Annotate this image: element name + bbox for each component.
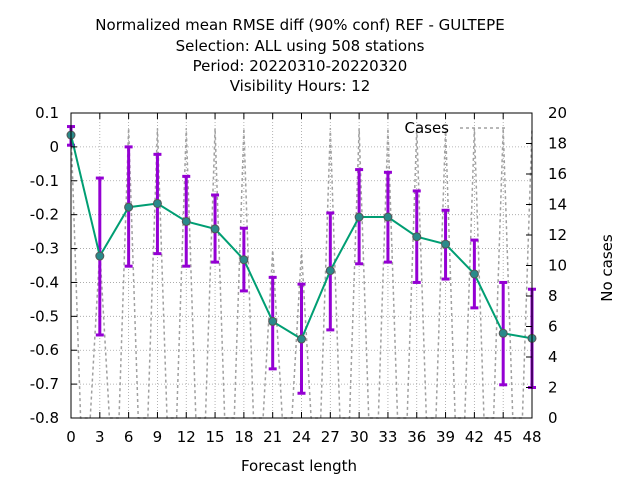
y-tick-label: -0.1 <box>30 172 59 190</box>
x-tick-label: 42 <box>465 428 484 446</box>
x-tick-labels: 0 3 6 9 12 15 18 21 24 27 30 33 36 39 42 45 48 <box>66 428 541 446</box>
x-tick-label: 33 <box>378 428 397 446</box>
data-point <box>181 216 191 226</box>
x-tick-label: 9 <box>153 428 163 446</box>
data-point <box>354 212 364 222</box>
data-point <box>210 224 220 234</box>
data-point <box>325 266 335 276</box>
legend-label: Cases <box>404 119 449 137</box>
axis-ticks <box>70 112 533 419</box>
y-tick-label: 0 <box>49 138 59 156</box>
x-tick-label: 3 <box>95 428 105 446</box>
y2-tick-label: 6 <box>548 318 558 336</box>
title-line-2: Selection: ALL using 508 stations <box>176 37 425 55</box>
y2-tick-label: 2 <box>548 379 558 397</box>
data-point <box>124 202 134 212</box>
y-tick-label: 0.1 <box>35 104 59 122</box>
y-tick-label: -0.5 <box>30 307 59 325</box>
cases-series <box>70 128 533 419</box>
x-tick-label: 21 <box>263 428 282 446</box>
y-tick-label: -0.2 <box>30 206 59 224</box>
y2-tick-label: 4 <box>548 348 558 366</box>
data-point <box>239 255 249 265</box>
data-point <box>268 316 278 326</box>
y2-tick-label: 14 <box>548 196 567 214</box>
data-point <box>498 328 508 338</box>
y2-tick-label: 18 <box>548 135 567 153</box>
x-tick-label: 18 <box>234 428 253 446</box>
title-line-4: Visibility Hours: 12 <box>230 77 371 95</box>
title-line-1: Normalized mean RMSE diff (90% conf) REF… <box>95 16 504 34</box>
y2-tick-labels: 0 2 4 6 8 10 12 14 16 18 20 <box>548 104 567 427</box>
y2-tick-label: 0 <box>548 409 558 427</box>
x-tick-label: 12 <box>177 428 196 446</box>
legend: Cases <box>404 119 505 137</box>
y2-tick-label: 16 <box>548 165 567 183</box>
grid <box>71 113 532 418</box>
y-tick-label: -0.3 <box>30 240 59 258</box>
data-point <box>152 198 162 208</box>
data-point <box>297 334 306 344</box>
x-tick-label: 45 <box>494 428 513 446</box>
x-tick-label: 6 <box>124 428 134 446</box>
x-tick-label: 30 <box>350 428 369 446</box>
y-tick-label: -0.7 <box>30 375 59 393</box>
y-tick-label: -0.4 <box>30 273 59 291</box>
y2-axis-label: No cases <box>598 234 616 302</box>
x-tick-label: 24 <box>292 428 311 446</box>
x-tick-label: 48 <box>522 428 541 446</box>
data-point <box>383 212 393 222</box>
x-axis-label: Forecast length <box>241 457 357 475</box>
main-series <box>66 125 537 395</box>
x-tick-label: 27 <box>321 428 340 446</box>
data-point <box>441 239 451 249</box>
y-tick-label: -0.8 <box>30 409 59 427</box>
x-tick-label: 39 <box>436 428 455 446</box>
cases-line <box>70 128 533 419</box>
y2-tick-label: 8 <box>548 287 558 305</box>
title-line-3: Period: 20220310-20220320 <box>193 57 408 75</box>
data-point <box>95 251 105 261</box>
x-tick-label: 15 <box>206 428 225 446</box>
data-point <box>412 232 422 242</box>
y-tick-labels: 0.1 0 -0.1 -0.2 -0.3 -0.4 -0.5 -0.6 -0.7 -0.8 <box>30 104 59 427</box>
y-tick-label: -0.6 <box>30 341 59 359</box>
data-point <box>469 269 479 279</box>
chart-title: Normalized mean RMSE diff (90% conf) REF… <box>95 16 504 95</box>
x-tick-label: 36 <box>407 428 426 446</box>
y2-tick-label: 10 <box>548 257 567 275</box>
y2-tick-label: 12 <box>548 226 567 244</box>
y2-tick-label: 20 <box>548 104 567 122</box>
x-tick-label: 0 <box>66 428 76 446</box>
